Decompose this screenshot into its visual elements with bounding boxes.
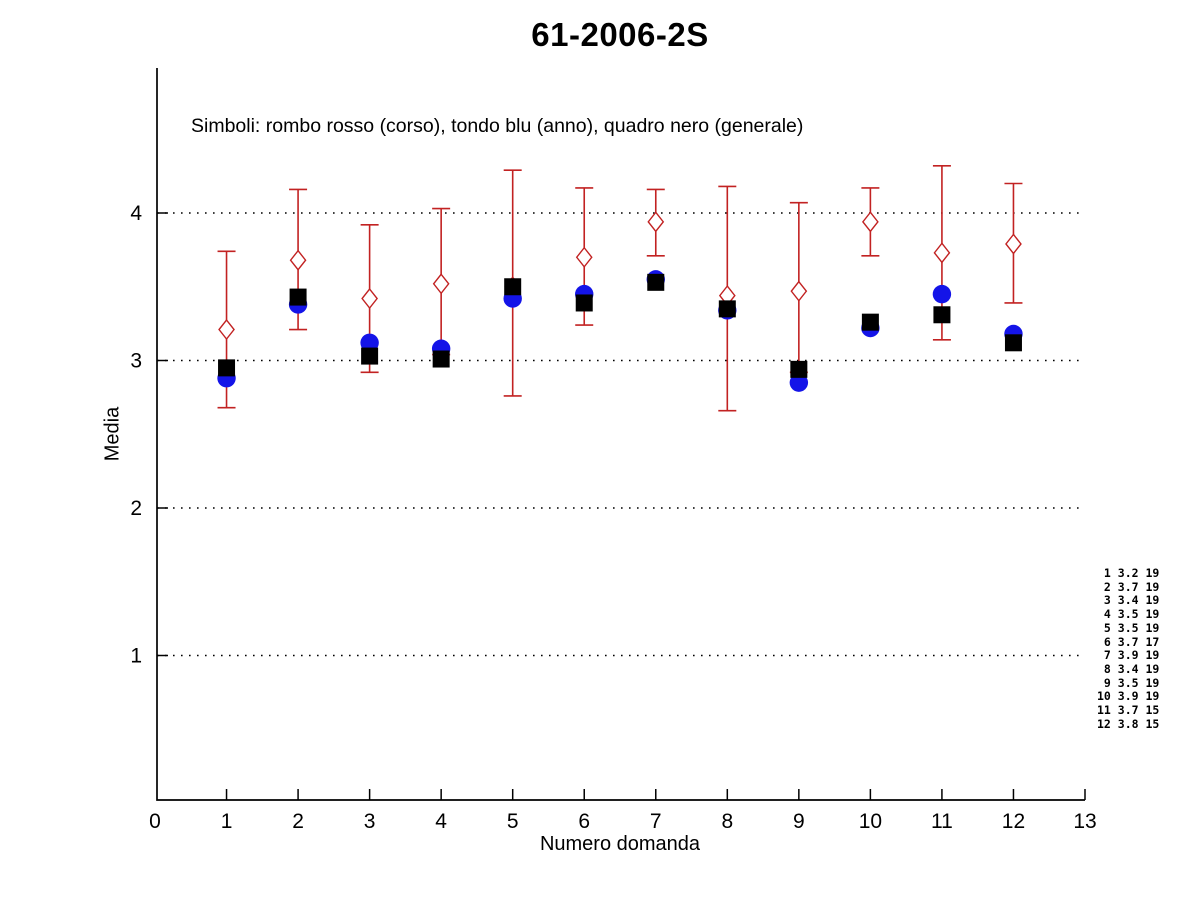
- x-tick-label-2: 2: [292, 810, 304, 833]
- square-marker-generale: [790, 360, 808, 378]
- diamond-marker-corso: [933, 242, 951, 264]
- table-row: 12 3.8 15: [1097, 716, 1160, 731]
- axes: [156, 68, 1085, 801]
- diamond-marker-corso: [289, 249, 307, 271]
- x-tick-label-8: 8: [721, 810, 733, 833]
- square-marker-generale: [1004, 334, 1022, 352]
- diamond-marker-corso: [861, 211, 879, 233]
- square-marker-generale: [861, 313, 879, 331]
- legend-note: Simboli: rombo rosso (corso), tondo blu …: [191, 115, 804, 137]
- table-row: 4 3.5 19: [1097, 607, 1160, 622]
- table-row: 1 3.2 19: [1097, 566, 1160, 580]
- square-marker-generale: [718, 300, 736, 318]
- table-row: 2 3.7 19: [1097, 579, 1160, 594]
- x-tick-label-3: 3: [364, 810, 376, 833]
- table-row: 9 3.5 19: [1097, 675, 1160, 690]
- square-marker-generale: [361, 347, 379, 365]
- table-row: 7 3.9 19: [1097, 648, 1160, 663]
- x-tick-label-5: 5: [507, 810, 519, 833]
- square-marker-generale: [933, 306, 951, 324]
- table-row: 3 3.4 19: [1097, 593, 1160, 608]
- square-marker-generale: [432, 350, 450, 368]
- x-tick-label-7: 7: [650, 810, 662, 833]
- x-tick-label-11: 11: [931, 810, 953, 833]
- diamond-marker-corso: [432, 273, 450, 295]
- square-marker-generale: [504, 278, 522, 296]
- x-tick-label-0: 0: [149, 810, 161, 833]
- table-row: 11 3.7 15: [1097, 703, 1160, 718]
- y-axis-label: Media: [101, 406, 124, 462]
- stats-table: 1 3.2 19 2 3.7 19 3 3.4 19 4 3.5 19 5 3.…: [1097, 566, 1160, 731]
- diamond-marker-corso: [1005, 233, 1022, 255]
- y-tick-label-4: 4: [130, 202, 142, 225]
- diamond-marker-corso: [790, 280, 808, 302]
- diamond-marker-corso: [218, 318, 235, 341]
- x-axis-label: Numero domanda: [539, 833, 701, 855]
- square-marker-generale: [289, 288, 307, 306]
- x-tick-label-4: 4: [435, 810, 447, 833]
- table-row: 5 3.5 19: [1097, 620, 1160, 635]
- x-tick-label-10: 10: [859, 810, 882, 833]
- diamond-marker-corso: [575, 246, 593, 268]
- x-tick-label-13: 13: [1073, 810, 1096, 833]
- y-tick-label-3: 3: [130, 350, 142, 373]
- table-row: 10 3.9 19: [1097, 689, 1160, 704]
- x-tick-label-6: 6: [578, 810, 590, 833]
- y-tick-label-2: 2: [130, 497, 142, 520]
- table-row: 6 3.7 17: [1097, 634, 1160, 649]
- x-tick-label-9: 9: [793, 810, 805, 833]
- square-marker-generale: [218, 359, 236, 377]
- y-tick-label-1: 1: [130, 645, 142, 668]
- square-marker-generale: [575, 294, 593, 312]
- circle-marker-anno: [932, 284, 952, 304]
- table-row: 8 3.4 19: [1097, 661, 1160, 676]
- diamond-marker-corso: [361, 287, 379, 310]
- circle-marker-anno: [360, 333, 379, 352]
- x-tick-label-12: 12: [1002, 810, 1025, 833]
- circle-marker-anno: [789, 373, 809, 392]
- diamond-marker-corso: [647, 211, 665, 233]
- x-tick-label-1: 1: [221, 810, 233, 833]
- square-marker-generale: [647, 273, 665, 291]
- chart-title: 61-2006-2S: [531, 16, 709, 53]
